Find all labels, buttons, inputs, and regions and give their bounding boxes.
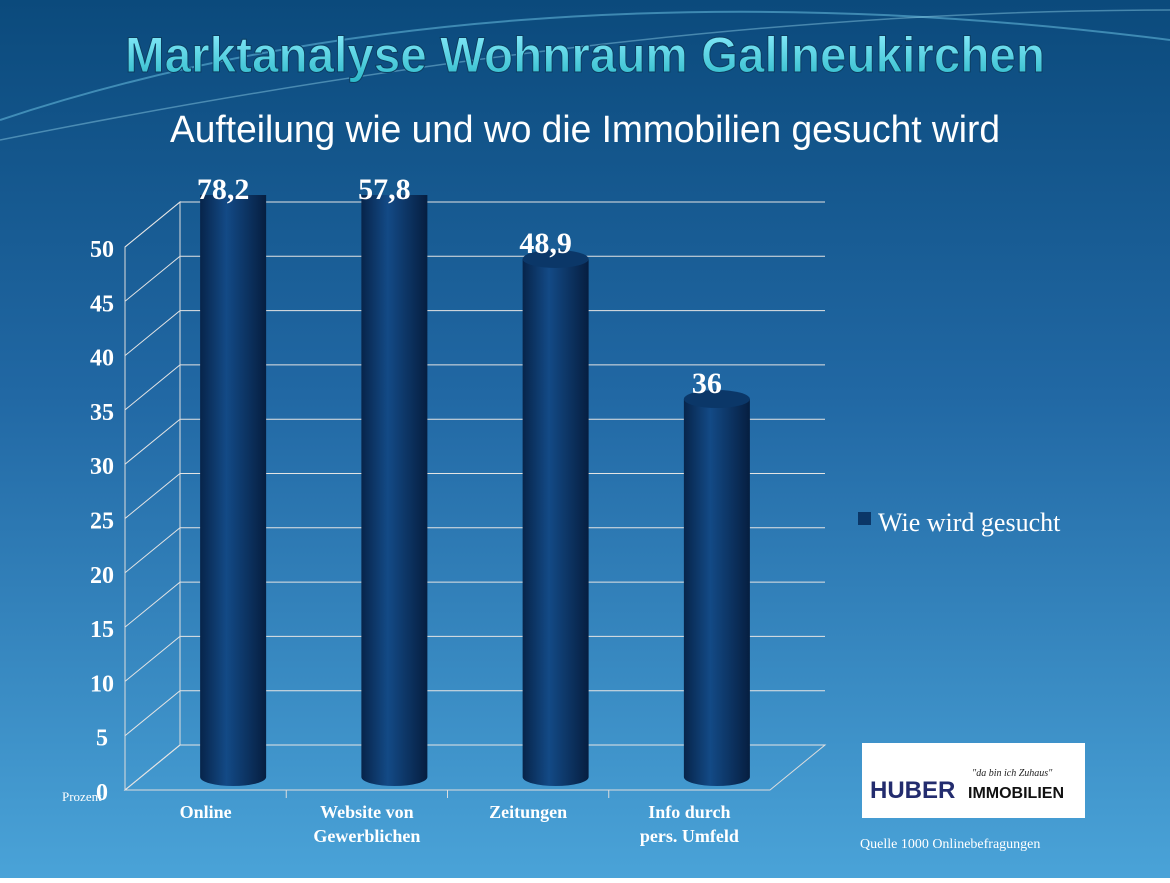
grid-line [124,473,825,519]
grid-line [124,581,825,628]
annotation: Quelle 1000 Onlinebefragungen [860,837,1040,852]
bars [200,195,750,786]
chart-title: Marktanalyse Wohnraum Gallneukirchen [125,27,1045,83]
value-label: 78,2 [197,173,250,206]
bar-top [522,249,589,268]
bar-group [522,249,589,786]
bar-group [683,390,750,786]
y-axis-label: Prozent [62,789,102,804]
grid-line [124,364,825,411]
logo-slogan: "da bin ich Zuhaus" [972,768,1053,779]
x-tick-label: Zeitungen [489,802,567,822]
legend-swatch [858,512,871,525]
y-tick-label: 50 [90,237,114,263]
grid-line [124,744,825,791]
x-tick-label: Info durch pers. Umfeld [640,802,739,846]
bar-top [683,390,750,409]
y-tick-label: 45 [90,291,114,317]
chart-subtitle: Aufteilung wie und wo die Immobilien ges… [170,109,1000,151]
grid-line [124,310,825,356]
logo-box [862,743,1085,818]
y-tick-label: 10 [90,671,114,697]
logo-name: HUBER [870,777,955,804]
y-tick-label: 35 [90,400,114,426]
grid-line [124,635,825,682]
bar [361,195,428,786]
logo-suffix: IMMOBILIEN [968,785,1064,802]
y-tick-label: 20 [90,563,114,589]
value-label: 48,9 [519,227,572,260]
grid-line [124,527,825,574]
bar [522,258,589,786]
x-tick-label: Website von Gewerblichen [313,802,420,846]
bar-group [200,195,267,786]
bar-group [361,195,428,786]
y-tick-label: 30 [90,454,114,480]
grid-line [124,418,825,465]
grid-line [124,690,825,737]
y-tick-label: 5 [96,726,108,752]
y-tick-label: 0 [96,780,108,806]
y-tick-label: 40 [90,346,114,372]
x-tick-label: Online [180,802,232,822]
y-tick-label: 25 [90,509,114,535]
swoosh [0,9,1170,141]
swoosh [0,10,1170,121]
grid-line [124,201,825,248]
value-label: 36 [692,367,722,400]
value-label: 57,8 [358,173,411,206]
grid-line [124,255,825,302]
y-tick-label: 15 [90,617,114,643]
bar [683,399,750,786]
bar [200,195,267,786]
legend-label: Wie wird gesucht [878,508,1061,537]
